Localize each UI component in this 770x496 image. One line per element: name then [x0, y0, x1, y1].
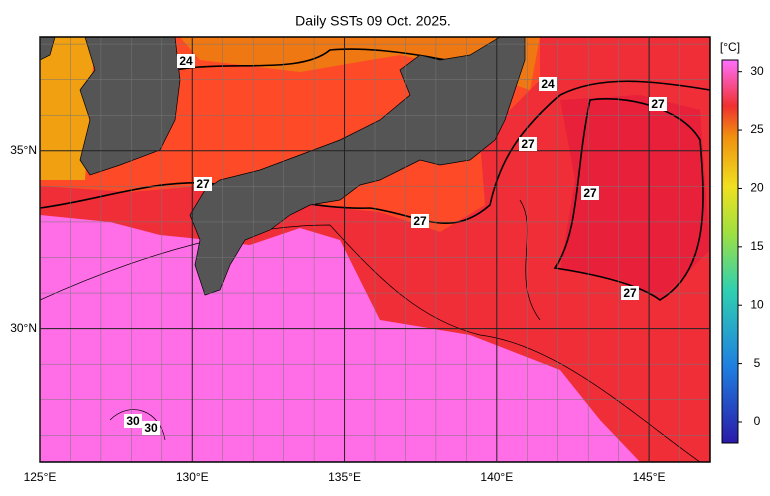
contour-label: 27 [583, 186, 597, 200]
contour-label: 24 [179, 54, 193, 68]
contour-label-box [124, 414, 142, 428]
contour-label-box [621, 286, 639, 300]
sst-field [40, 37, 710, 462]
colorbar-tick-label: 5 [754, 356, 761, 370]
colorbar-unit: [°C] [720, 40, 740, 54]
x-tick-label: 125°E [24, 470, 57, 484]
x-tick-label: 145°E [633, 470, 666, 484]
contour-label: 30 [144, 421, 158, 435]
land [40, 37, 56, 61]
contour-label-box [581, 186, 599, 200]
colorbar-tick-label: 25 [750, 122, 764, 136]
land [79, 37, 181, 176]
contour-label-box [411, 214, 429, 228]
title: Daily SSTs 09 Oct. 2025. [295, 13, 451, 29]
colorbar-tick-label: 10 [750, 297, 764, 311]
contour-label: 27 [196, 177, 210, 191]
contour-label: 27 [413, 214, 427, 228]
contour-label: 30 [126, 414, 140, 428]
colorbar-tick-label: 0 [754, 414, 761, 428]
y-tick-label: 35°N [10, 143, 37, 157]
contour-label: 27 [651, 97, 665, 111]
x-tick-label: 130°E [176, 470, 209, 484]
x-tick-label: 135°E [328, 470, 361, 484]
contour-label-box [539, 77, 557, 91]
colorbar [721, 59, 739, 444]
y-tick-label: 30°N [10, 321, 37, 335]
land [189, 37, 526, 296]
x-tick-label: 140°E [480, 470, 513, 484]
contour-label: 24 [541, 77, 555, 91]
contour-label-box [194, 177, 212, 191]
contour-label: 27 [521, 137, 535, 151]
colorbar-tick-label: 20 [750, 181, 764, 195]
colorbar-tick-label: 30 [750, 64, 764, 78]
contour-label: 27 [623, 286, 637, 300]
contour-label-box [519, 137, 537, 151]
contour-label-box [649, 97, 667, 111]
contour-label-box [177, 54, 195, 68]
colorbar-tick-label: 15 [750, 239, 764, 253]
contour-label-box [142, 421, 160, 435]
